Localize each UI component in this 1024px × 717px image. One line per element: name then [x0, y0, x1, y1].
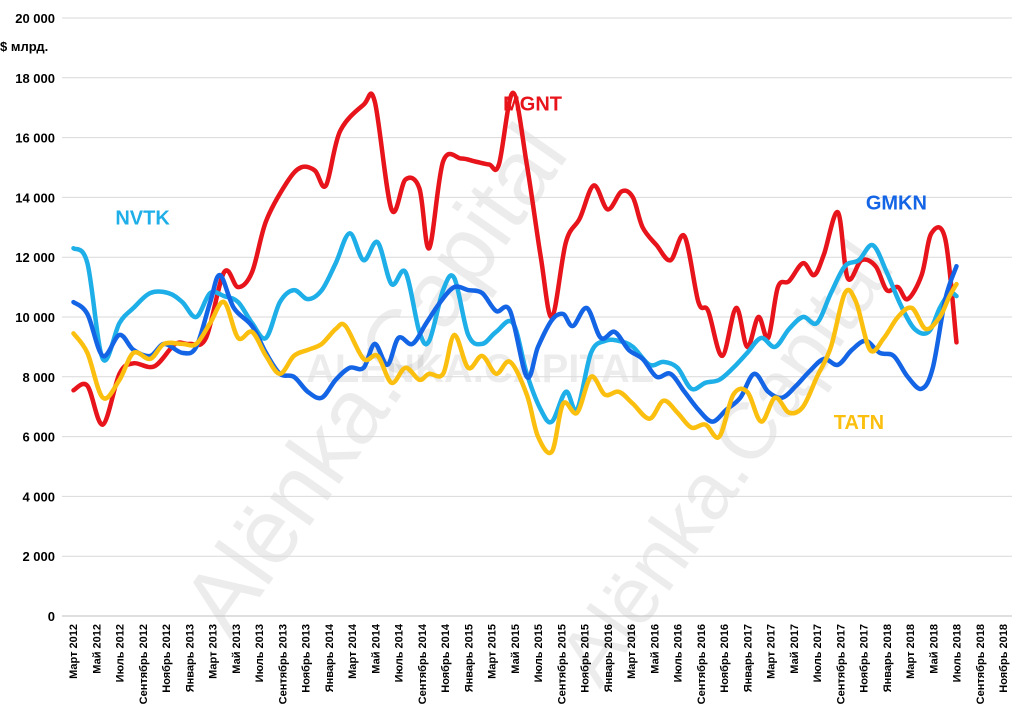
x-tick-label: Январь 2016: [603, 624, 615, 692]
x-tick-label: Сентябрь 2017: [835, 624, 847, 704]
x-tick-label: Март 2016: [626, 624, 638, 679]
x-tick-label: Март 2012: [68, 624, 80, 679]
y-tick-label: 6 000: [22, 430, 55, 445]
x-tick-label: Май 2016: [649, 624, 661, 674]
x-tick-label: Март 2015: [487, 624, 499, 679]
y-tick-label: 0: [48, 609, 55, 624]
series-line-mgnt: [71, 90, 959, 427]
x-tick-label: Март 2018: [905, 624, 917, 679]
x-tick-label: Сентябрь 2012: [138, 624, 150, 704]
x-tick-label: Март 2013: [208, 624, 220, 679]
x-tick-label: Ноябрь 2013: [301, 624, 313, 693]
x-tick-label: Май 2013: [231, 624, 243, 674]
series-label-tatn: TATN: [834, 412, 884, 434]
y-tick-label: 10 000: [15, 310, 55, 325]
y-tick-label: 8 000: [22, 370, 55, 385]
x-tick-label: Январь 2018: [882, 624, 894, 692]
x-tick-label: Май 2014: [370, 623, 382, 674]
x-tick-label: Ноябрь 2012: [161, 624, 173, 693]
y-axis-label: $ млрд.: [0, 39, 48, 54]
y-tick-label: 14 000: [15, 190, 55, 205]
x-tick-label: Ноябрь 2014: [440, 623, 452, 693]
x-tick-label: Май 2018: [928, 624, 940, 674]
x-tick-label: Сентябрь 2014: [417, 623, 429, 704]
x-tick-label: Сентябрь 2016: [696, 624, 708, 704]
x-tick-label: Сентябрь 2013: [277, 624, 289, 704]
x-tick-label: Июль 2015: [533, 624, 545, 682]
x-tick-label: Май 2015: [510, 624, 522, 674]
x-tick-label: Май 2017: [789, 624, 801, 674]
series-lines: [71, 90, 959, 456]
series-label-mgnt: MGNT: [503, 94, 562, 116]
x-tick-label: Июль 2017: [812, 624, 824, 682]
series-line-tatn: [71, 281, 959, 456]
y-tick-label: 2 000: [22, 549, 55, 564]
y-axis: $ млрд. 0 2 000 4 000 6 000 8 000 10 000 12 00…: [0, 11, 55, 624]
x-tick-label: Июль 2018: [952, 624, 964, 682]
x-tick-label: Ноябрь 2017: [859, 624, 871, 693]
x-tick-label: Сентябрь 2018: [975, 624, 987, 704]
y-tick-label: 12 000: [15, 250, 55, 265]
y-tick-label: 16 000: [15, 131, 55, 146]
series-label-gmkn: GMKN: [866, 192, 927, 214]
x-tick-label: Май 2012: [91, 624, 103, 674]
x-tick-label: Январь 2014: [324, 623, 336, 692]
series-line-gmkn: [71, 263, 959, 424]
x-tick-label: Июль 2014: [394, 623, 406, 682]
x-tick-label: Ноябрь 2016: [719, 624, 731, 693]
y-tick-label: 4 000: [22, 489, 55, 504]
x-tick-label: Ноябрь 2018: [998, 624, 1010, 693]
series-labels: MGNT NVTK GMKN TATN: [115, 94, 927, 434]
x-axis: Март 2012 Май 2012 Июль 2012 Сентябрь 2012 Н…: [62, 615, 1012, 704]
x-tick-label: Январь 2013: [184, 624, 196, 692]
x-tick-label: Сентябрь 2015: [556, 624, 568, 704]
y-tick-label: 20 000: [15, 11, 55, 26]
y-tick-label: 18 000: [15, 71, 55, 86]
x-tick-label: Март 2017: [766, 624, 778, 679]
x-tick-label: Июль 2013: [254, 624, 266, 682]
x-tick-label: Июль 2016: [673, 624, 685, 682]
series-label-nvtk: NVTK: [115, 207, 170, 229]
x-tick-label: Ноябрь 2015: [580, 624, 592, 693]
x-tick-label: Январь 2015: [463, 624, 475, 692]
x-tick-label: Январь 2017: [742, 624, 754, 692]
x-tick-label: Июль 2012: [115, 624, 127, 682]
x-tick-label: Март 2014: [347, 623, 359, 679]
